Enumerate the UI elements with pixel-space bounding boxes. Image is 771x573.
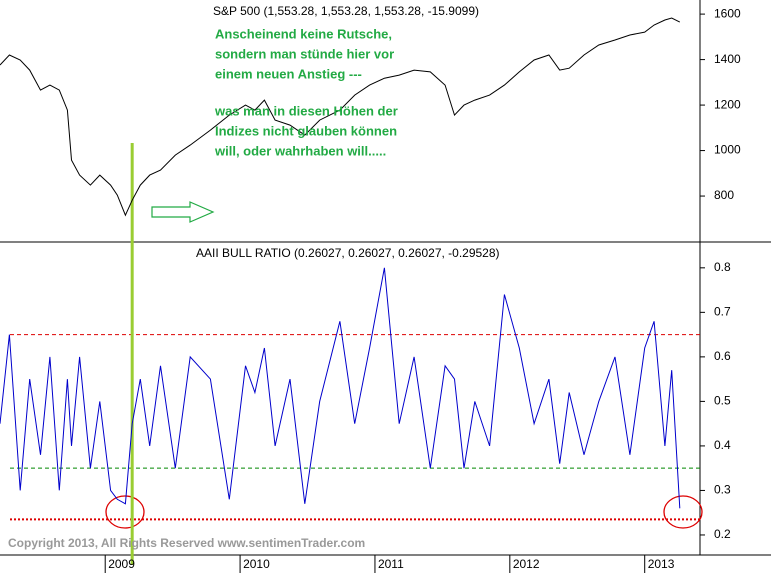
y-tick-label: 0.7 <box>714 305 731 319</box>
highlight-circle <box>663 495 703 529</box>
y-tick-label: 1000 <box>714 143 741 157</box>
highlight-circle <box>105 495 145 529</box>
x-tick-label: 2013 <box>648 557 675 571</box>
y-tick-label: 800 <box>714 188 734 202</box>
annotation: Indizes nicht glauben können <box>215 123 397 138</box>
x-tick-label: 2009 <box>108 557 135 571</box>
x-tick-label: 2011 <box>378 557 404 571</box>
y-tick-label: 1200 <box>714 97 741 111</box>
data-line <box>0 17 681 217</box>
y-tick-label: 0.5 <box>714 394 731 408</box>
annotation: Anscheinend keine Rutsche, <box>215 26 392 41</box>
panel-title: AAII BULL RATIO (0.26027, 0.26027, 0.260… <box>196 246 500 260</box>
y-tick-label: 0.4 <box>714 438 731 452</box>
annotation: was man in diesen Höhen der <box>214 103 398 118</box>
annotation: einem neuen Anstieg --- <box>215 66 362 81</box>
y-tick-label: 1600 <box>714 6 741 20</box>
annotation: will, oder wahrhaben will..... <box>214 143 386 158</box>
x-tick-label: 2012 <box>513 557 540 571</box>
y-tick-label: 0.8 <box>714 260 731 274</box>
y-tick-label: 0.2 <box>714 527 731 541</box>
bull-ratio-panel: 0.2 0.3 0.4 0.5 0.6 0.7 0.8 AAII BULL RATIO (0.… <box>0 242 731 573</box>
annotation: sondern man stünde hier vor <box>215 46 394 61</box>
y-tick-label: 0.6 <box>714 349 731 363</box>
y-tick-label: 0.3 <box>714 483 731 497</box>
y-tick-label: 1400 <box>714 52 741 66</box>
arrow <box>151 201 215 223</box>
sp500-panel: 800 1000 1200 1400 1600 S&P 500 (1,553.28, 1,… <box>0 4 741 242</box>
arrow-shape <box>151 201 215 223</box>
copyright: Copyright 2013, All Rights Reserved www.… <box>8 536 365 550</box>
x-tick-label: 2010 <box>243 557 270 571</box>
panel-title: S&P 500 (1,553.28, 1,553.28, 1,553.28, -… <box>213 4 479 18</box>
data-line <box>0 267 681 509</box>
